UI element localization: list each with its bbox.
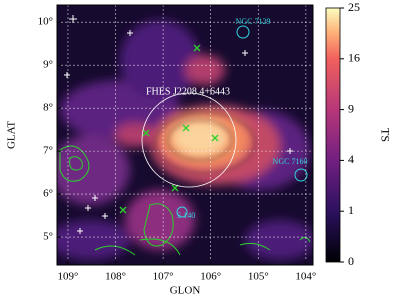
x-axis-label: GLON xyxy=(170,285,201,297)
y-tick-label: 6° xyxy=(43,188,53,200)
x-tick-label: 106° xyxy=(200,271,221,283)
colorbar xyxy=(325,7,341,263)
annotation: S 140 xyxy=(177,211,195,220)
x-tick-label: 105° xyxy=(248,271,269,283)
colorbar-tick-label: 9 xyxy=(348,101,354,115)
colorbar-tick-label: 16 xyxy=(348,51,360,65)
annotation: NGC 7129 xyxy=(236,17,271,26)
annotation: NGC 7160 xyxy=(273,157,308,166)
x-tick-label: 109° xyxy=(57,271,78,283)
y-tick-label: 7° xyxy=(43,145,53,157)
colorbar-tick-label: 4 xyxy=(348,152,354,166)
heatmap xyxy=(57,5,313,265)
y-tick-label: 9° xyxy=(43,59,53,71)
colorbar-tick-label: 1 xyxy=(348,203,354,217)
y-tick-label: 5° xyxy=(43,231,53,243)
x-tick-label: 108° xyxy=(105,271,126,283)
annotation: FHES J2208.4+6443 xyxy=(146,86,230,97)
colorbar-tick-label: 0 xyxy=(348,254,354,268)
x-tick-label: 104° xyxy=(295,271,316,283)
y-tick-label: 10° xyxy=(38,16,53,28)
colorbar-tick-label: 25 xyxy=(348,0,360,14)
colorbar-label: TS xyxy=(378,128,392,142)
y-tick-label: 8° xyxy=(43,102,53,114)
plot-frame xyxy=(56,4,314,266)
x-tick-label: 107° xyxy=(153,271,174,283)
y-axis-label: GLAT xyxy=(6,121,18,149)
